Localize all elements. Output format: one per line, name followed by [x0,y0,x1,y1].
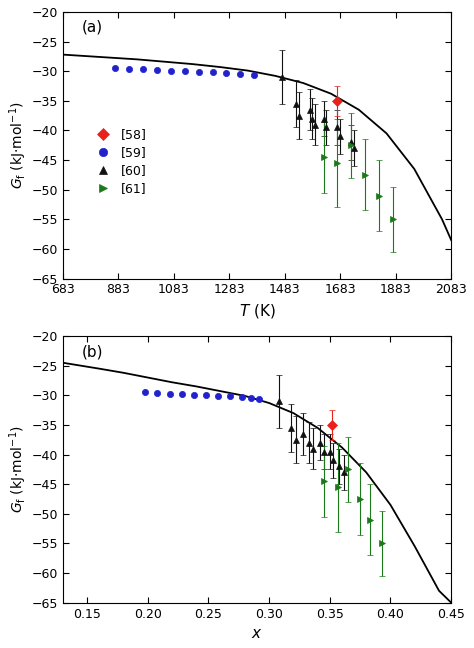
[59] [182,67,188,75]
X-axis label: $x$: $x$ [251,626,263,641]
Legend: [58], [59], [60], [61]: [58], [59], [60], [61] [88,126,149,198]
[59] [248,395,254,402]
[59] [168,67,174,75]
[59] [237,70,243,78]
Text: (b): (b) [82,344,104,359]
X-axis label: $T$ (K): $T$ (K) [238,302,275,320]
[59] [155,389,160,397]
[59] [140,65,146,73]
[59] [142,388,148,396]
[59] [112,64,118,72]
Line: [59]: [59] [112,65,257,78]
[59] [154,66,160,74]
[59] [167,389,173,397]
[59] [210,69,215,76]
[59] [251,71,257,79]
[59] [127,65,132,73]
[59] [179,390,184,398]
[59] [215,392,221,400]
[59] [191,391,197,399]
Text: (a): (a) [82,20,103,35]
Y-axis label: $G_\mathrm{f}$ (kJ·mol$^{-1}$): $G_\mathrm{f}$ (kJ·mol$^{-1}$) [7,426,28,513]
[59] [256,395,262,403]
Line: [59]: [59] [142,389,263,402]
[59] [228,393,233,400]
[59] [239,393,245,401]
Y-axis label: $G_\mathrm{f}$ (kJ·mol$^{-1}$): $G_\mathrm{f}$ (kJ·mol$^{-1}$) [7,101,28,189]
[59] [224,69,229,77]
[59] [196,68,201,76]
[59] [203,391,209,399]
